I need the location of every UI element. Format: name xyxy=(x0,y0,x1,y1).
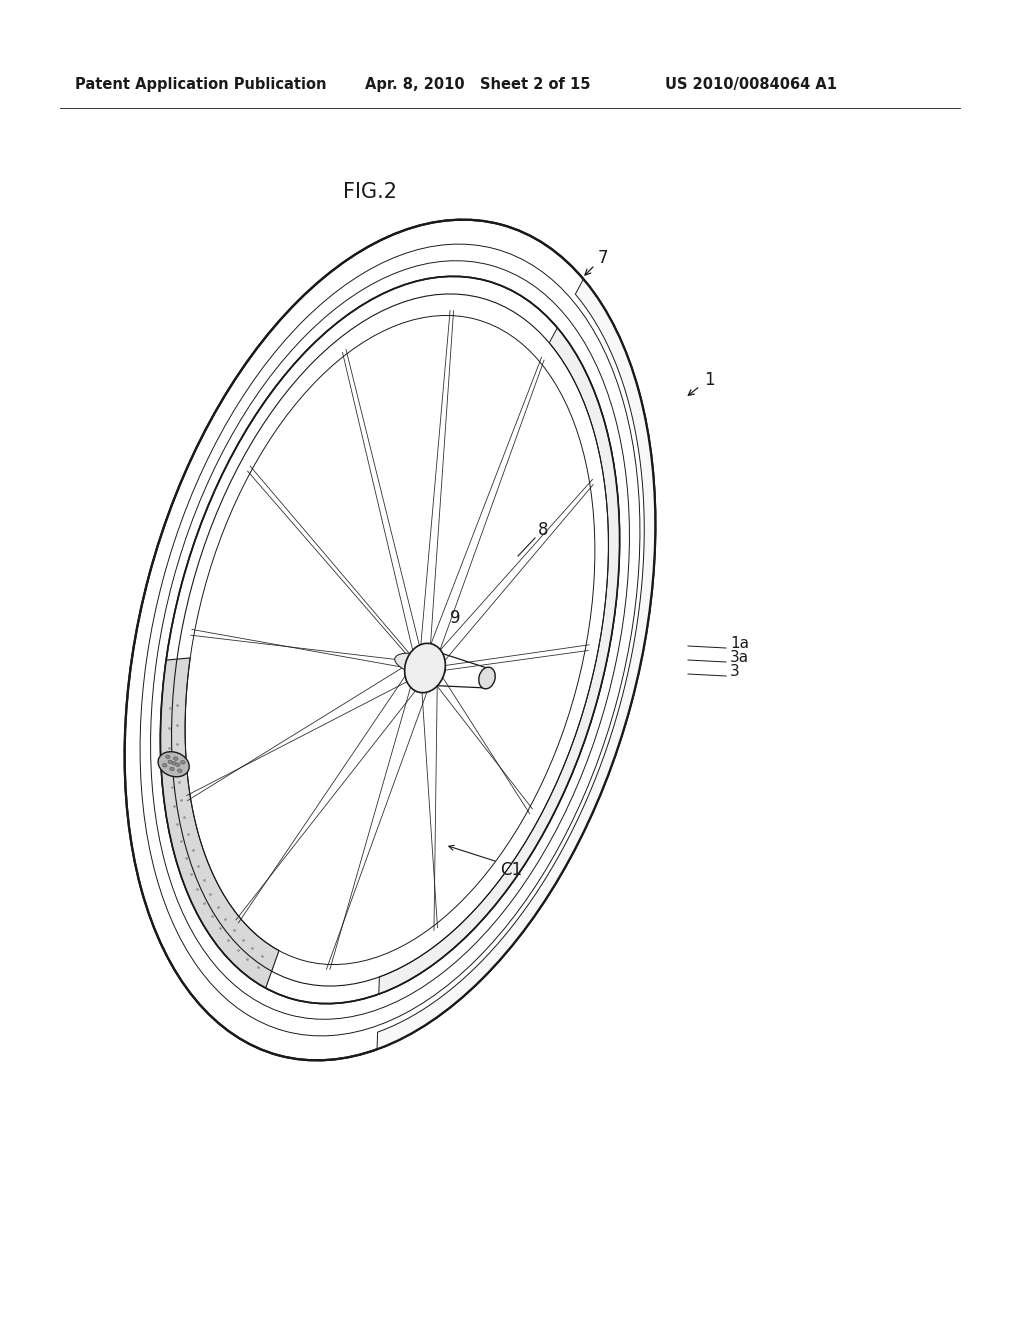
Ellipse shape xyxy=(166,755,170,759)
Text: 1: 1 xyxy=(705,371,715,389)
Ellipse shape xyxy=(172,762,176,766)
Polygon shape xyxy=(377,279,655,1049)
Text: US 2010/0084064 A1: US 2010/0084064 A1 xyxy=(665,78,837,92)
Ellipse shape xyxy=(168,760,172,764)
Polygon shape xyxy=(379,327,620,994)
Ellipse shape xyxy=(395,653,445,677)
Ellipse shape xyxy=(125,219,655,1060)
Text: FIG.2: FIG.2 xyxy=(343,182,397,202)
Text: 3: 3 xyxy=(730,664,739,680)
Ellipse shape xyxy=(158,751,189,776)
Ellipse shape xyxy=(175,763,180,767)
Ellipse shape xyxy=(163,763,167,767)
Ellipse shape xyxy=(177,770,182,772)
Ellipse shape xyxy=(170,767,174,771)
Text: 8: 8 xyxy=(538,521,549,539)
Text: 1a: 1a xyxy=(730,636,749,652)
Ellipse shape xyxy=(479,667,496,689)
Text: 3a: 3a xyxy=(730,651,750,665)
Text: Apr. 8, 2010   Sheet 2 of 15: Apr. 8, 2010 Sheet 2 of 15 xyxy=(365,78,591,92)
Ellipse shape xyxy=(404,643,445,693)
Ellipse shape xyxy=(161,276,620,1003)
Text: 9: 9 xyxy=(450,609,461,627)
Ellipse shape xyxy=(180,760,185,764)
Ellipse shape xyxy=(173,756,178,760)
Text: 7: 7 xyxy=(598,249,608,267)
Polygon shape xyxy=(161,657,279,989)
Text: Patent Application Publication: Patent Application Publication xyxy=(75,78,327,92)
Text: C1: C1 xyxy=(500,861,522,879)
